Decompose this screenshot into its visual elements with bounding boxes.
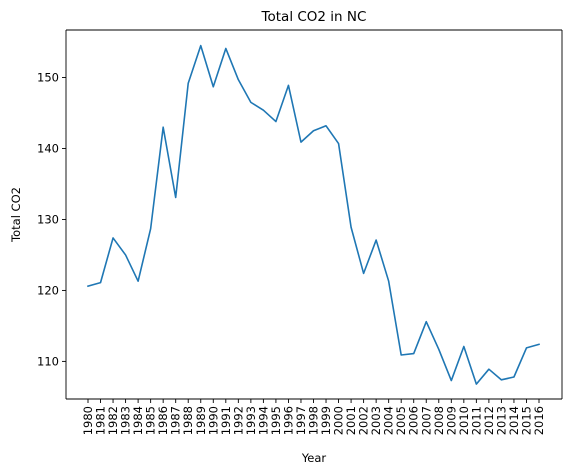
x-tick-label: 1985 <box>144 406 158 435</box>
x-tick-label: 2009 <box>444 406 458 435</box>
x-tick-label: 2008 <box>432 406 446 435</box>
x-tick-label: 1989 <box>194 406 208 435</box>
x-tick-label: 1996 <box>281 406 295 435</box>
x-tick-label: 1993 <box>244 406 258 435</box>
x-tick-label: 2015 <box>519 406 533 435</box>
x-tick-label: 2014 <box>507 406 521 435</box>
x-tick-label: 1990 <box>206 406 220 435</box>
x-tick-label: 2001 <box>344 406 358 435</box>
x-tick-label: 2002 <box>357 406 371 435</box>
x-tick-label: 1992 <box>231 406 245 435</box>
y-axis-ticks: 110 120 130 140 150 <box>37 71 66 368</box>
x-tick-label: 2004 <box>382 406 396 435</box>
x-tick-label: 1987 <box>169 406 183 435</box>
x-tick-label: 2011 <box>469 406 483 435</box>
x-tick-label: 2005 <box>394 406 408 435</box>
x-tick-label: 1988 <box>181 406 195 435</box>
x-tick-label: 1994 <box>256 406 270 435</box>
x-tick-label: 2013 <box>494 406 508 435</box>
x-axis-ticks: 1980198119821983198419851986198719881989… <box>81 399 546 435</box>
series-layer <box>87 44 540 385</box>
x-tick-label: 1998 <box>307 406 321 435</box>
y-axis-title: Total CO2 <box>9 187 23 243</box>
y-tick-label: 110 <box>37 354 59 368</box>
x-tick-label: 2003 <box>369 406 383 435</box>
x-tick-label: 2000 <box>332 406 346 435</box>
x-tick-label: 1991 <box>219 406 233 435</box>
y-tick-label: 120 <box>37 283 59 297</box>
x-tick-label: 1980 <box>81 406 95 435</box>
y-tick-label: 130 <box>37 212 59 226</box>
x-tick-label: 2016 <box>532 406 546 435</box>
x-tick-label: 1986 <box>156 406 170 435</box>
x-tick-label: 2006 <box>407 406 421 435</box>
y-tick-label: 140 <box>37 142 59 156</box>
x-tick-label: 1981 <box>94 406 108 435</box>
series-line <box>87 44 540 385</box>
x-tick-label: 2007 <box>419 406 433 435</box>
plot-area <box>66 30 562 399</box>
x-tick-label: 1997 <box>294 406 308 435</box>
x-tick-label: 2012 <box>482 406 496 435</box>
axes-frame <box>65 29 563 400</box>
x-axis-title: Year <box>301 451 327 465</box>
x-tick-label: 1999 <box>319 406 333 435</box>
x-tick-label: 1984 <box>131 406 145 435</box>
y-tick-label: 150 <box>37 71 59 85</box>
x-tick-label: 1995 <box>269 406 283 435</box>
chart-title: Total CO2 in NC <box>261 9 367 25</box>
x-tick-label: 1983 <box>119 406 133 435</box>
x-tick-label: 1982 <box>106 406 120 435</box>
x-tick-label: 2010 <box>457 406 471 435</box>
